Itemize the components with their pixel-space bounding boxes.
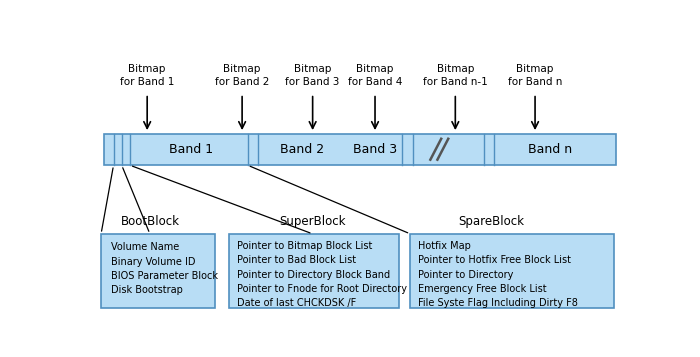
Text: Bitmap
for Band 4: Bitmap for Band 4 [348, 64, 402, 87]
Text: Hotfix Map
Pointer to Hotfix Free Block List
Pointer to Directory
Emergency Free: Hotfix Map Pointer to Hotfix Free Block … [419, 241, 578, 308]
Text: Band 1: Band 1 [169, 143, 213, 156]
Text: Band n: Band n [528, 143, 572, 156]
Bar [410, 234, 614, 308]
Text: Bitmap
for Band n-1: Bitmap for Band n-1 [423, 64, 488, 87]
Bar [104, 134, 617, 165]
Bar [101, 234, 215, 308]
Text: SuperBlock: SuperBlock [279, 215, 346, 228]
Text: Band 2: Band 2 [280, 143, 324, 156]
Text: Bitmap
for Band 3: Bitmap for Band 3 [286, 64, 340, 87]
Text: Bitmap
for Band 1: Bitmap for Band 1 [120, 64, 174, 87]
Text: SpareBlock: SpareBlock [458, 215, 525, 228]
Text: Pointer to Bitmap Block List
Pointer to Bad Block List
Pointer to Directory Bloc: Pointer to Bitmap Block List Pointer to … [237, 241, 407, 308]
Text: Band 3: Band 3 [353, 143, 397, 156]
Text: Bitmap
for Band 2: Bitmap for Band 2 [215, 64, 270, 87]
Bar [228, 234, 400, 308]
Text: BootBlock: BootBlock [120, 215, 179, 228]
Text: Volume Name
Binary Volume ID
BIOS Parameter Block
Disk Bootstrap: Volume Name Binary Volume ID BIOS Parame… [111, 242, 218, 295]
Text: Bitmap
for Band n: Bitmap for Band n [508, 64, 562, 87]
